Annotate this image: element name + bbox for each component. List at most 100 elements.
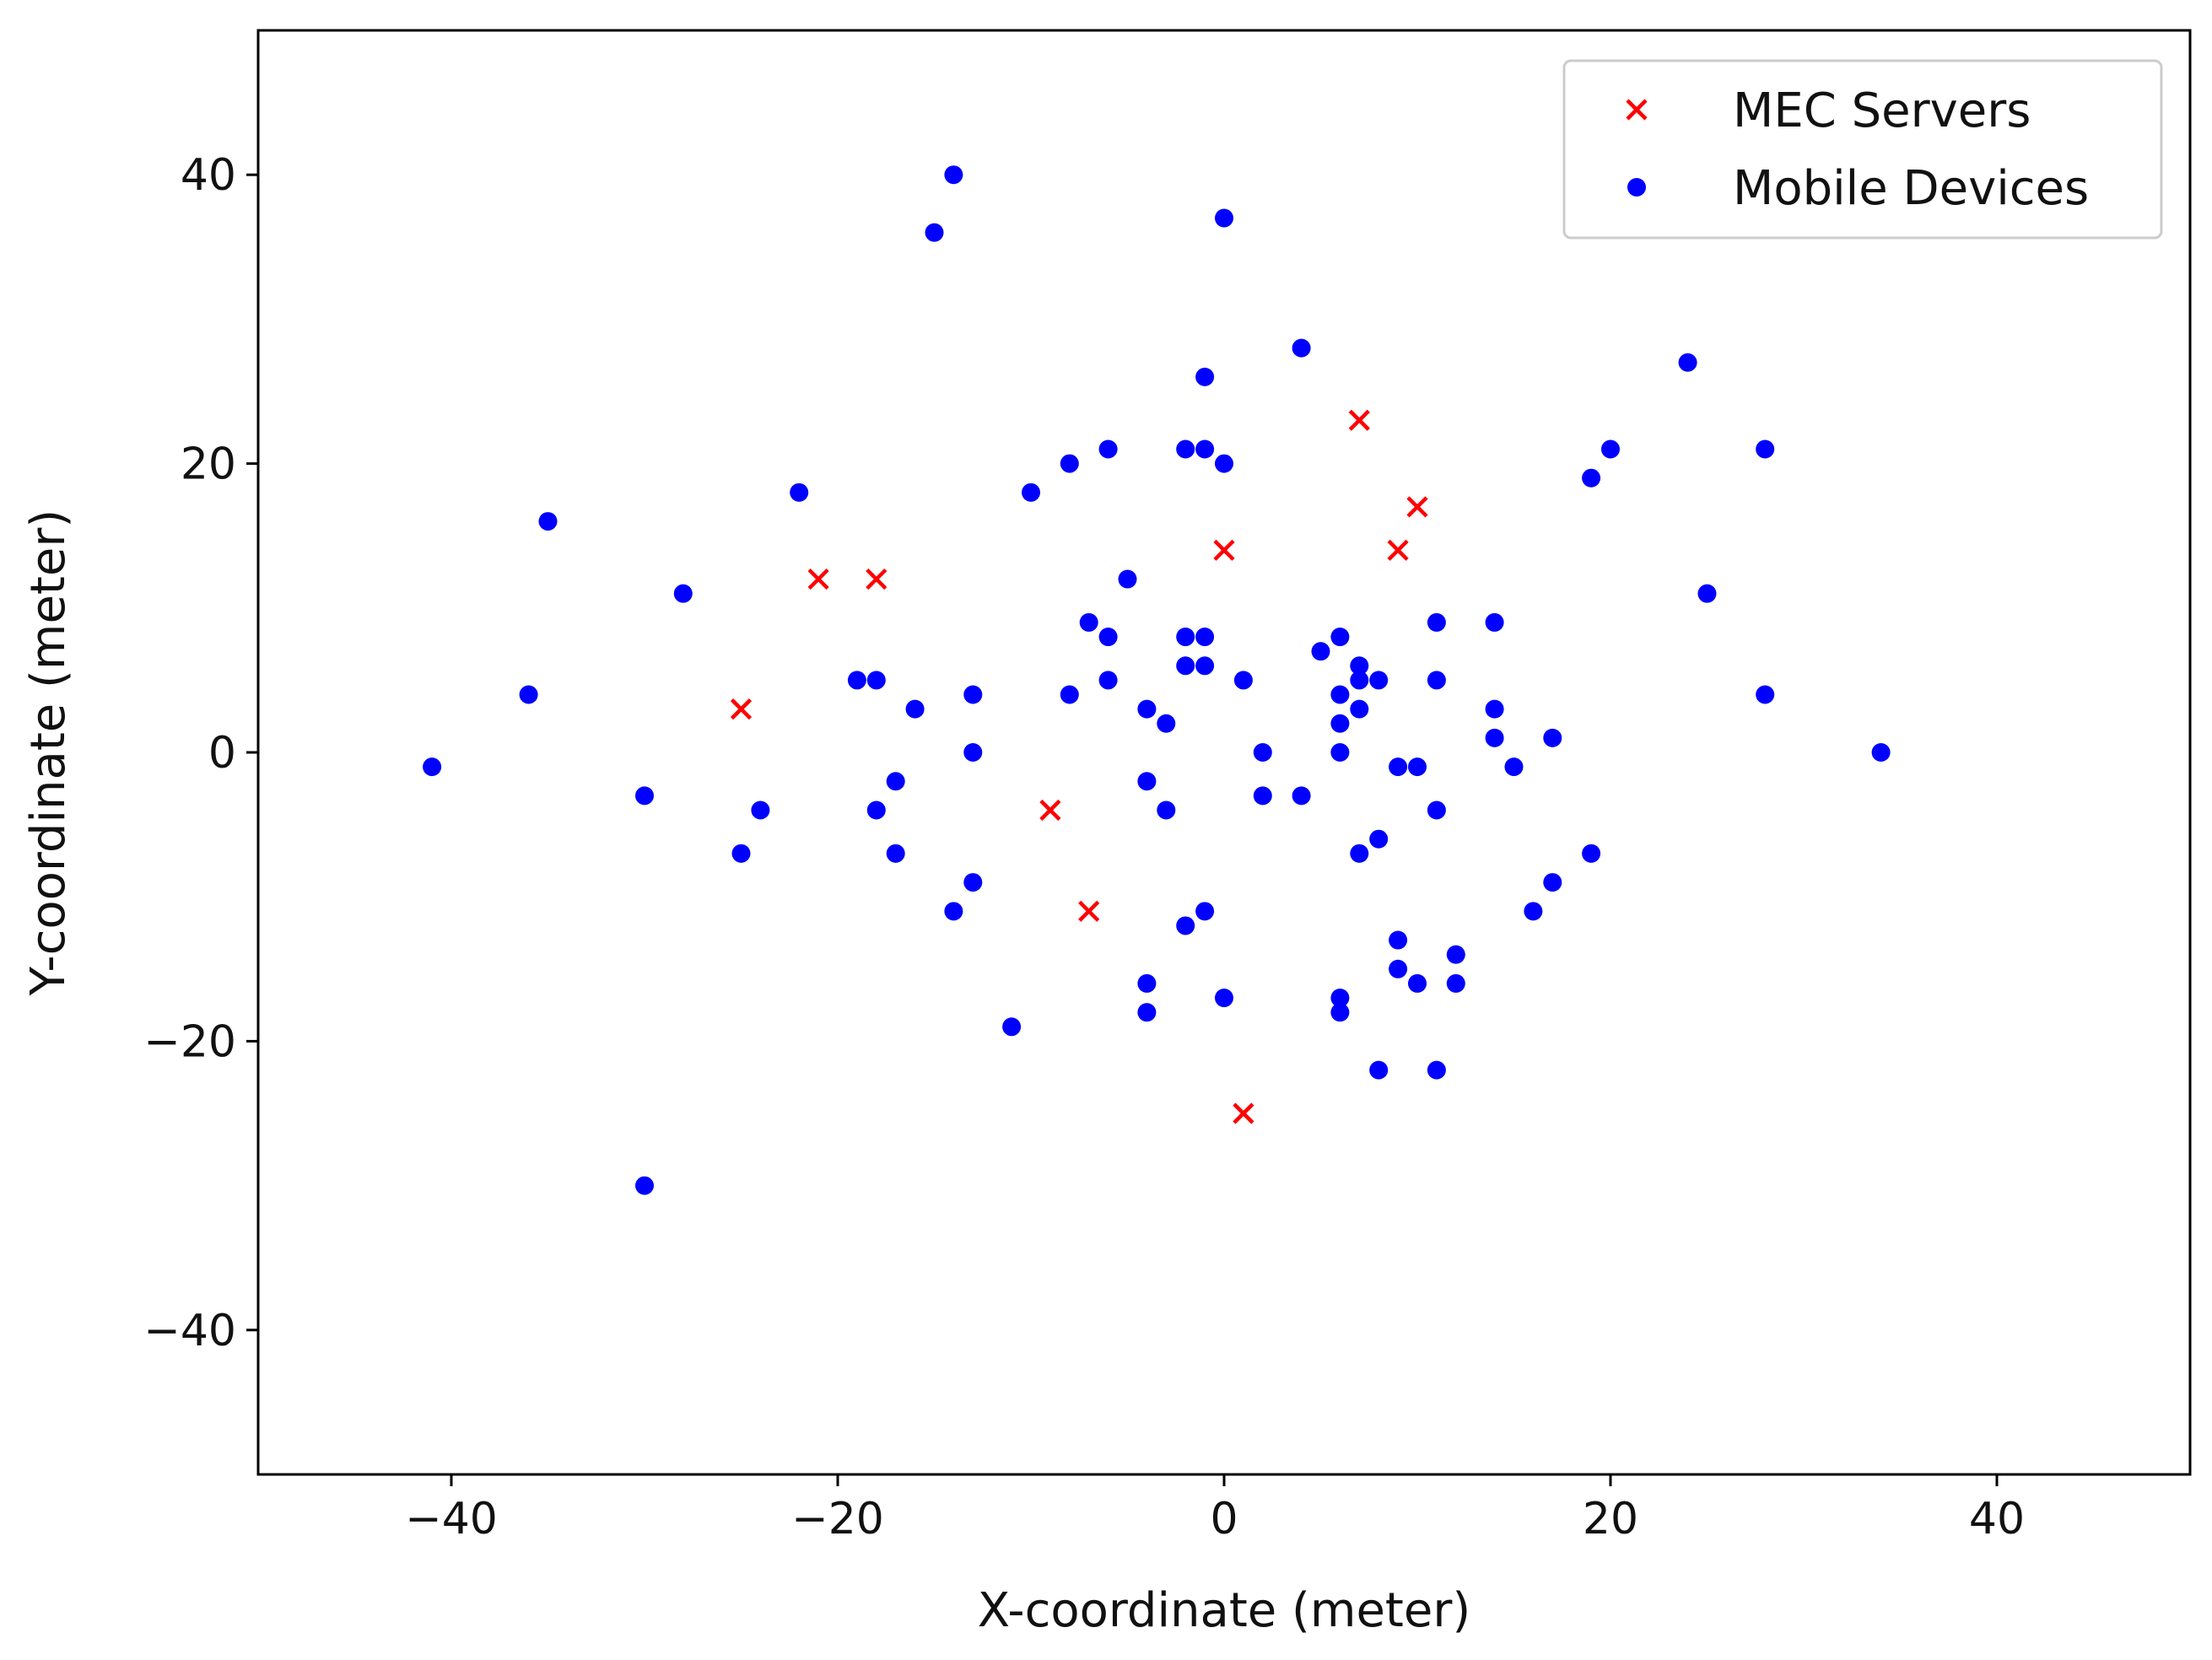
y-tick-label: −20	[143, 1016, 236, 1067]
legend-marker-mobile-devices	[1627, 178, 1646, 197]
mobile-device-point	[1330, 685, 1350, 704]
mec-server-point	[1233, 1102, 1254, 1124]
mobile-device-point	[1330, 714, 1350, 733]
mobile-device-point	[1176, 439, 1195, 459]
mobile-device-point	[635, 786, 654, 806]
mobile-device-point	[866, 671, 886, 690]
mobile-device-point	[1524, 902, 1543, 921]
x-tick-label: −20	[791, 1494, 884, 1544]
mobile-device-point	[1369, 829, 1389, 849]
mec-server-point	[730, 698, 753, 720]
mobile-device-point	[1427, 800, 1446, 820]
mobile-device-point	[673, 584, 693, 603]
mobile-device-point	[1871, 743, 1891, 762]
x-axis-label: X-coordinate (meter)	[978, 1583, 1470, 1638]
mobile-device-point	[1157, 714, 1176, 733]
mobile-device-point	[1697, 584, 1717, 603]
mobile-device-point	[1350, 656, 1369, 676]
mobile-device-point	[886, 772, 905, 791]
mobile-device-point	[1330, 743, 1350, 762]
mobile-device-point	[1330, 1003, 1350, 1022]
mobile-device-point	[1543, 873, 1562, 892]
mobile-device-point	[1756, 439, 1775, 459]
mobile-device-point	[1118, 569, 1137, 589]
mobile-device-point	[1195, 628, 1215, 647]
mobile-device-point	[847, 671, 866, 690]
mobile-device-point	[1157, 800, 1176, 820]
x-tick-label: 20	[1583, 1494, 1638, 1544]
x-tick-label: 40	[1969, 1494, 2025, 1544]
legend-label-mec-servers: MEC Servers	[1733, 84, 2031, 138]
mec-server-point	[1406, 496, 1428, 518]
mobile-device-point	[1233, 671, 1253, 690]
mec-server-point	[866, 568, 887, 590]
mobile-device-point	[1098, 439, 1118, 459]
mobile-device-point	[1215, 454, 1233, 473]
y-axis-ticks: −40 −20 0 20 40	[143, 150, 258, 1356]
x-tick-label: 0	[1210, 1494, 1238, 1544]
mec-server-point	[1078, 900, 1100, 922]
x-axis-ticks: −40 −20 0 20 40	[405, 1474, 2025, 1544]
mobile-device-point	[1098, 628, 1118, 647]
y-tick-label: 40	[181, 150, 236, 201]
mobile-device-point	[925, 223, 944, 242]
mobile-device-point	[1427, 612, 1446, 632]
mobile-device-point	[1389, 959, 1408, 978]
mobile-device-point	[866, 800, 886, 820]
mobile-device-point	[1543, 728, 1562, 747]
mobile-device-point	[1330, 989, 1350, 1008]
mobile-device-point	[1678, 353, 1697, 372]
mobile-device-point	[1176, 916, 1195, 935]
mobile-device-point	[1350, 671, 1369, 690]
mobile-device-point	[1253, 786, 1272, 806]
y-axis-label: Y-coordinate (meter)	[21, 509, 76, 996]
mobile-device-point	[1176, 656, 1195, 676]
legend-dot-marker	[1627, 178, 1646, 197]
mec-server-point	[1213, 539, 1235, 561]
legend-box	[1562, 59, 2163, 240]
mobile-device-point	[1756, 685, 1775, 704]
y-tick-label: 20	[181, 439, 236, 490]
mobile-device-point	[1369, 671, 1389, 690]
mobile-device-point	[1446, 973, 1465, 993]
mobile-device-point	[1389, 930, 1408, 950]
mobile-device-point	[519, 685, 538, 704]
y-tick-label: 0	[208, 728, 236, 779]
mobile-device-point	[1137, 973, 1157, 993]
legend-label-mobile-devices: Mobile Devices	[1733, 161, 2089, 216]
x-tick-label: −40	[405, 1494, 498, 1544]
mobile-device-point	[1601, 439, 1620, 459]
mobile-device-point	[1060, 685, 1079, 704]
mobile-device-point	[886, 843, 905, 863]
mobile-device-point	[751, 800, 770, 820]
mec-server-point	[1039, 799, 1061, 822]
mobile-device-point	[1408, 757, 1427, 777]
mobile-device-point	[1389, 757, 1408, 777]
mobile-device-point	[1137, 1003, 1157, 1022]
mobile-device-point	[1176, 628, 1195, 647]
mobile-device-point	[1002, 1017, 1022, 1037]
mec-server-point	[807, 568, 829, 590]
legend-marker-mec-servers	[1626, 99, 1648, 121]
legend: MEC Servers Mobile Devices	[1562, 59, 2163, 240]
mobile-device-point	[731, 843, 751, 863]
mobile-device-point	[1215, 989, 1233, 1008]
mobile-device-point	[1215, 208, 1233, 228]
plot-frame	[256, 29, 2192, 1476]
mec-server-point	[1387, 539, 1409, 561]
mobile-device-point	[1330, 628, 1350, 647]
mobile-device-point	[1369, 1060, 1389, 1080]
mobile-device-point	[1253, 743, 1272, 762]
mobile-device-point	[963, 743, 983, 762]
data-points	[423, 165, 1891, 1195]
mec-server-point	[1348, 409, 1370, 431]
mobile-device-point	[1485, 699, 1504, 719]
mobile-device-point	[1485, 728, 1504, 747]
mobile-device-point	[1195, 656, 1215, 676]
mobile-device-point	[1292, 338, 1311, 358]
mobile-device-point	[963, 685, 983, 704]
y-tick-label: −40	[143, 1306, 236, 1356]
mobile-device-point	[944, 902, 963, 921]
mobile-device-point	[944, 165, 963, 185]
